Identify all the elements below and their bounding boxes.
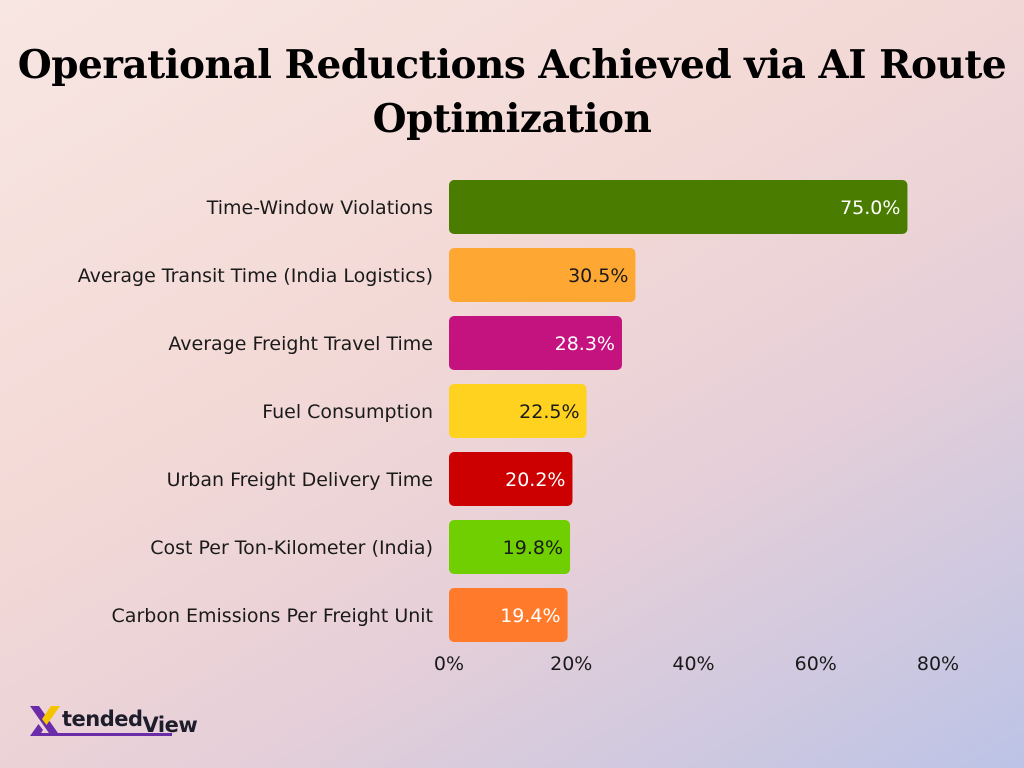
x-tick-label: 0% [434,653,464,675]
logo-text: tendedView [62,707,198,737]
value-label: 19.8% [503,537,563,559]
bar [449,316,622,370]
value-label: 75.0% [840,197,900,219]
x-tick-label: 80% [917,653,959,675]
value-label: 30.5% [568,265,628,287]
category-label: Carbon Emissions Per Freight Unit [112,605,433,627]
bar [449,452,573,506]
logo-underline [32,733,172,736]
x-tick-label: 40% [672,653,714,675]
category-label: Time-Window Violations [206,197,433,219]
bar-chart: Time-Window Violations 75.0% Average Trans… [78,180,959,675]
x-tick-label: 60% [795,653,837,675]
category-label: Average Freight Travel Time [168,333,433,355]
category-label: Fuel Consumption [262,401,433,423]
value-label: 28.3% [555,333,615,355]
x-tick-label: 20% [550,653,592,675]
bar [449,180,908,234]
category-label: Cost Per Ton-Kilometer (India) [150,537,433,559]
xtendedview-logo: tendedView [28,700,228,744]
bar [449,248,636,302]
bar [449,384,587,438]
category-label: Average Transit Time (India Logistics) [78,265,433,287]
value-label: 19.4% [500,605,560,627]
bar [449,588,568,642]
chart-title: Operational Reductions Achieved via AI R… [17,42,1007,142]
bar [449,520,571,574]
value-label: 20.2% [505,469,565,491]
value-label: 22.5% [519,401,579,423]
category-label: Urban Freight Delivery Time [167,469,433,491]
